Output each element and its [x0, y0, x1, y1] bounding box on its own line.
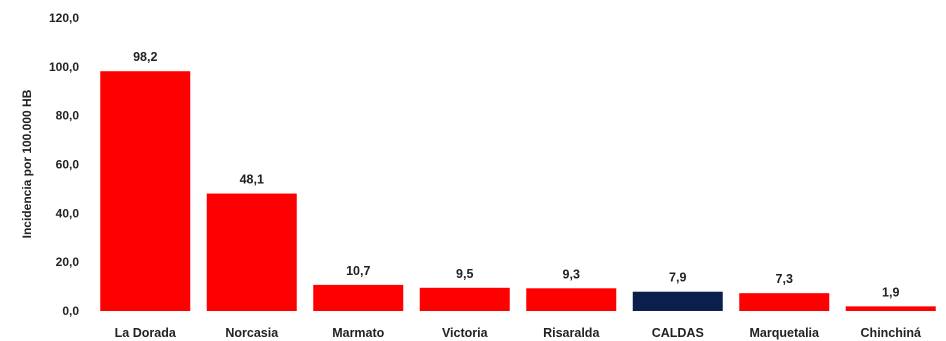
y-tick-label: 100,0: [49, 60, 79, 74]
category-label: CALDAS: [652, 326, 704, 340]
bar-la-dorada: [100, 71, 191, 311]
y-axis-title: Incidencia por 100.000 HB: [20, 89, 34, 238]
bar-marmato: [313, 284, 404, 311]
y-tick-label: 80,0: [56, 109, 80, 123]
data-label: 1,9: [882, 285, 899, 299]
y-tick-label: 20,0: [56, 255, 80, 269]
category-labels: La Dorada Norcasia Marmato Victoria Risarald…: [115, 326, 921, 340]
data-label: 48,1: [240, 173, 264, 187]
data-label: 7,9: [669, 271, 686, 285]
bar-norcasia: [206, 193, 297, 311]
category-label: La Dorada: [115, 326, 177, 340]
data-label: 98,2: [133, 50, 157, 64]
y-axis-ticks: 0,0 20,0 40,0 60,0 80,0 100,0 120,0: [49, 11, 79, 318]
bar-victoria: [419, 287, 510, 311]
y-tick-label: 0,0: [62, 304, 79, 318]
bar-marquetalia: [739, 293, 830, 311]
category-label: Risaralda: [543, 326, 600, 340]
data-labels: 98,2 48,1 10,7 9,5 9,3 7,9 7,3 1,9: [133, 50, 899, 299]
y-tick-label: 120,0: [49, 11, 79, 25]
data-label: 9,3: [563, 267, 580, 281]
y-tick-label: 60,0: [56, 158, 80, 172]
category-label: Norcasia: [225, 326, 279, 340]
bar-risaralda: [526, 288, 617, 311]
category-label: Marquetalia: [750, 326, 821, 340]
data-label: 7,3: [776, 272, 793, 286]
data-label: 9,5: [456, 267, 473, 281]
bar-caldas: [632, 291, 723, 311]
category-label: Victoria: [442, 326, 489, 340]
y-tick-label: 40,0: [56, 206, 80, 220]
bar-chinchiná: [845, 306, 936, 311]
data-label: 10,7: [346, 264, 370, 278]
category-label: Marmato: [332, 326, 384, 340]
bars: [100, 71, 936, 311]
category-label: Chinchiná: [861, 326, 921, 340]
